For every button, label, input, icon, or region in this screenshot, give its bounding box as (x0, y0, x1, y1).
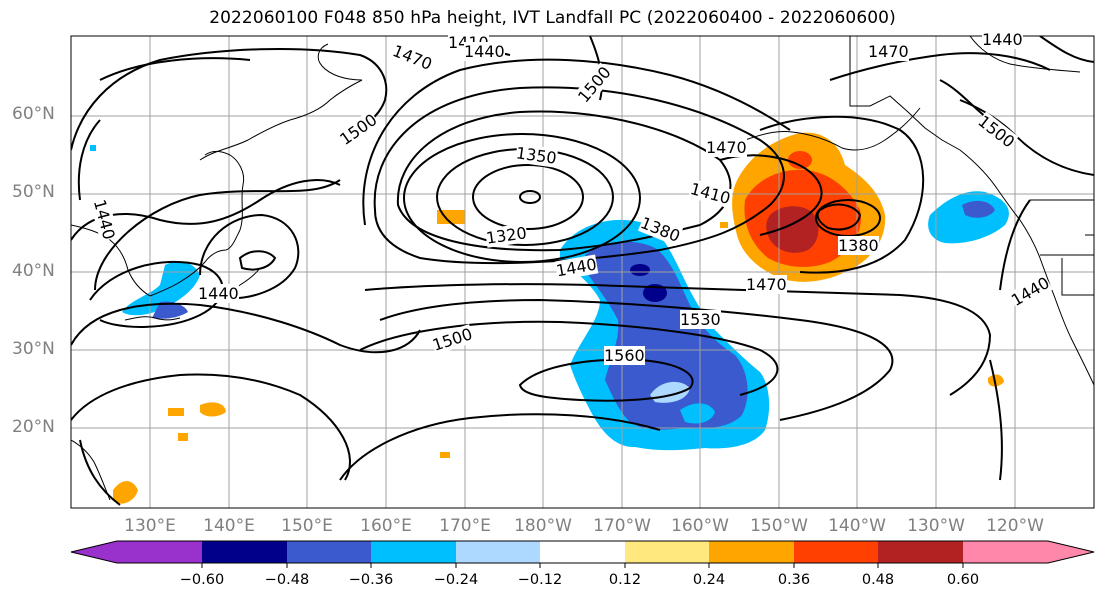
lon-label-160w: 160°W (671, 516, 729, 536)
colorbar-tick-label: −0.48 (264, 572, 310, 588)
colorbar-extend-high (1048, 541, 1094, 563)
colorbar-extend-low (71, 541, 117, 563)
colorbar-segment (709, 541, 794, 563)
colorbar-segment (456, 541, 540, 563)
colorbar-segment (794, 541, 878, 563)
map-frame (70, 35, 1095, 509)
contour-label: 1440 (198, 284, 239, 303)
colorbar-outline (70, 540, 1095, 564)
lat-label-60n: 60°N (12, 104, 55, 124)
colorbar-segment (287, 541, 371, 563)
colorbar-segment (878, 541, 963, 563)
colorbar-tick-label: 0.60 (946, 572, 980, 588)
lon-label-170w: 170°W (593, 516, 651, 536)
lon-label-160e: 160°E (360, 516, 412, 536)
colorbar-segment (117, 541, 202, 563)
ivt-negative-region (90, 145, 1009, 451)
lon-label-130e: 130°E (124, 516, 176, 536)
lat-label-20n: 20°N (12, 417, 55, 437)
lon-label-130w: 130°W (907, 516, 965, 536)
colorbar-ticks (201, 563, 964, 568)
colorbar-segment (963, 541, 1048, 563)
colorbar-segment (202, 541, 287, 563)
colorbar-tick-label: −0.12 (517, 572, 563, 588)
colorbar-tick-label: −0.36 (348, 572, 394, 588)
lon-label-180w: 180°W (514, 516, 572, 536)
figure-title: 2022060100 F048 850 hPa height, IVT Land… (209, 8, 896, 28)
colorbar-tick-label: 0.48 (861, 572, 895, 588)
contour-label: 1530 (680, 310, 721, 329)
lon-label-140w: 140°W (828, 516, 886, 536)
colorbar-segment (371, 541, 456, 563)
lat-label-30n: 30°N (12, 339, 55, 359)
colorbar-tick-label: −0.24 (433, 572, 479, 588)
lon-label-150e: 150°E (281, 516, 333, 536)
contour-label: 1470 (746, 275, 787, 294)
colorbar-tick-label: −0.60 (179, 572, 225, 588)
lat-label-40n: 40°N (12, 261, 55, 281)
contour-label: 1380 (838, 236, 879, 255)
contour-label: 1440 (982, 30, 1023, 49)
lat-label-50n: 50°N (12, 182, 55, 202)
lon-label-120w: 120°W (986, 516, 1044, 536)
lon-label-140e: 140°E (203, 516, 255, 536)
contour-label: 1470 (868, 42, 909, 61)
contour-label: 1470 (706, 138, 747, 157)
colorbar-tick-label: 0.12 (608, 572, 642, 588)
colorbar-segment (540, 541, 625, 563)
colorbar-tick-label: 0.36 (777, 572, 811, 588)
colorbar-tick-label: 0.24 (692, 572, 726, 588)
height-contours (71, 36, 1094, 506)
coastlines (71, 36, 1094, 501)
contour-label: 1440 (464, 42, 505, 61)
contour-label: 1560 (604, 346, 645, 365)
lon-label-170e: 170°E (439, 516, 491, 536)
colorbar-segment (625, 541, 709, 563)
lon-label-150w: 150°W (750, 516, 808, 536)
